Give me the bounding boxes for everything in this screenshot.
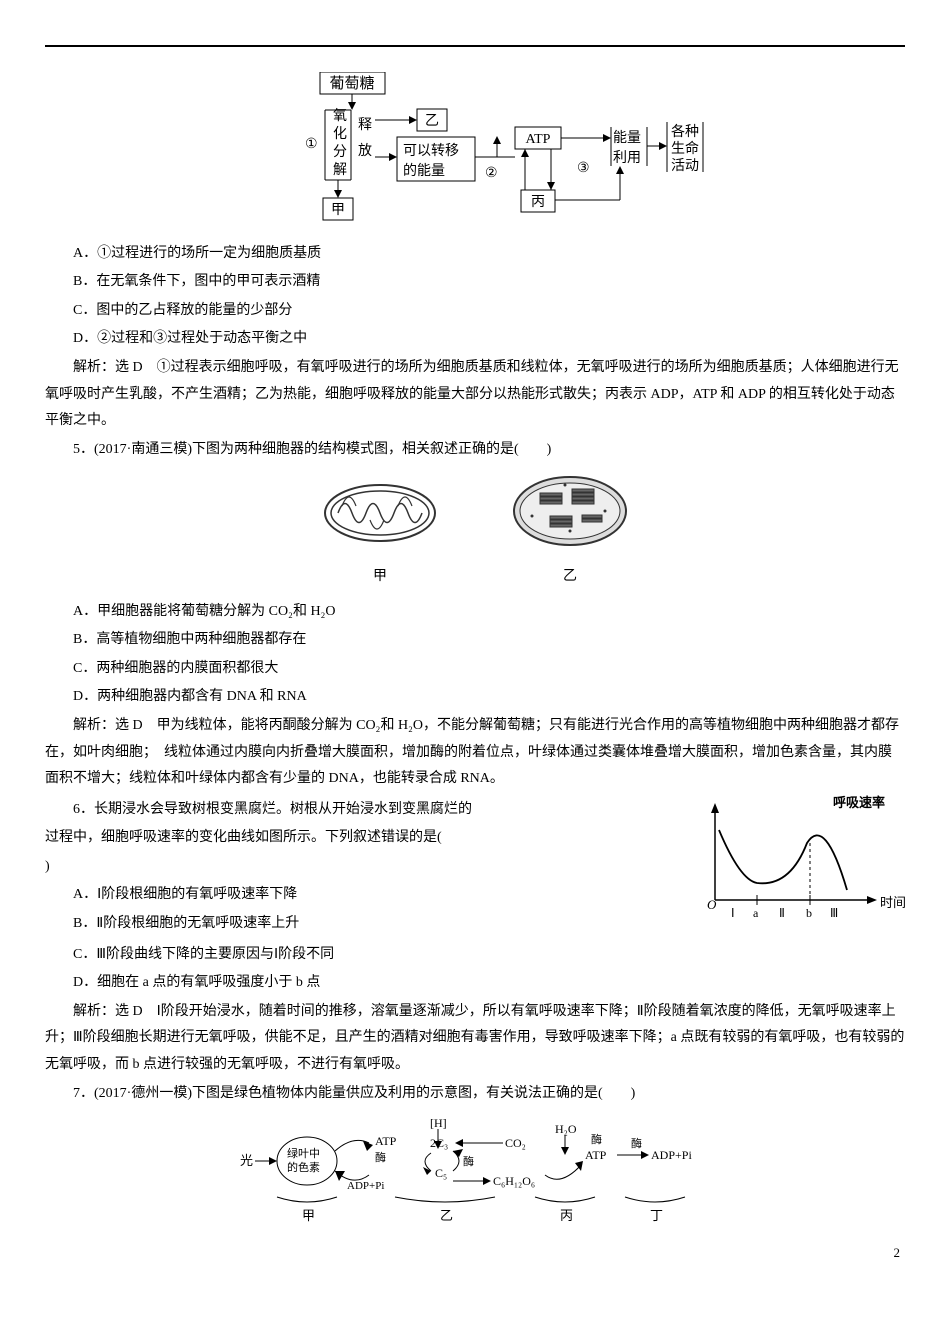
svg-text:酶: 酶: [591, 1133, 602, 1146]
q5-option-d: D．两种细胞器内都含有 DNA 和 RNA: [45, 684, 905, 711]
svg-text:C₅: C₅: [435, 1166, 447, 1180]
q6-stem-line3: ): [45, 854, 695, 881]
q6-stem-line2: 过程中，细胞呼吸速率的变化曲线如图所示。下列叙述错误的是(: [45, 825, 695, 852]
q6-option-a: A．Ⅰ阶段根细胞的有氧呼吸速率下降: [45, 882, 695, 909]
svg-text:a: a: [753, 906, 759, 920]
svg-text:葡萄糖: 葡萄糖: [329, 75, 374, 92]
q4-option-c: C．图中的乙占释放的能量的少部分: [45, 298, 905, 325]
svg-text:③: ③: [577, 161, 590, 176]
svg-text:b: b: [806, 906, 812, 920]
svg-text:甲: 甲: [302, 1208, 315, 1223]
svg-text:酶: 酶: [375, 1151, 386, 1164]
svg-text:CO₂: CO₂: [505, 1136, 526, 1150]
svg-text:丁: 丁: [650, 1208, 663, 1223]
svg-text:放: 放: [358, 143, 372, 159]
svg-text:2C₃: 2C₃: [430, 1136, 448, 1150]
q6-option-d: D．细胞在 a 点的有氧呼吸强度小于 b 点: [45, 970, 905, 997]
svg-text:ADP+Pi: ADP+Pi: [651, 1148, 692, 1162]
mitochondria-svg: [320, 476, 440, 551]
svg-text:Ⅱ: Ⅱ: [779, 906, 785, 920]
svg-text:乙: 乙: [425, 113, 439, 129]
q7-stem: 7．(2017·德州一模)下图是绿色植物体内能量供应及利用的示意图，有关说法正确…: [45, 1081, 905, 1108]
q6-stem-line1: 6．长期浸水会导致树根变黑腐烂。树根从开始浸水到变黑腐烂的: [45, 797, 695, 824]
svg-text:可以转移: 可以转移: [403, 143, 459, 159]
svg-text:生命: 生命: [671, 140, 699, 157]
q4-analysis: 解析：选 D ①过程表示细胞呼吸，有氧呼吸进行的场所为细胞质基质和线粒体，无氧呼…: [45, 355, 905, 435]
svg-text:H₂O: H₂O: [555, 1122, 577, 1136]
q5-analysis: 解析：选 D 甲为线粒体，能将丙酮酸分解为 CO₂和 H₂O，不能分解葡萄糖；只…: [45, 713, 905, 793]
q4-option-b: B．在无氧条件下，图中的甲可表示酒精: [45, 269, 905, 296]
svg-text:ATP: ATP: [375, 1134, 397, 1148]
svg-text:解: 解: [333, 162, 347, 178]
svg-text:酶: 酶: [631, 1137, 642, 1150]
svg-text:ATP: ATP: [585, 1148, 607, 1162]
svg-text:释: 释: [358, 117, 372, 133]
svg-text:光: 光: [240, 1153, 253, 1168]
q4-option-d: D．②过程和③过程处于动态平衡之中: [45, 326, 905, 353]
page-number: 2: [894, 1241, 901, 1266]
q7-diagram-svg: 光 绿叶中 的色素 ATP 酶 ADP+Pi [H] 2C₃ C₅: [235, 1115, 715, 1235]
svg-text:ATP: ATP: [526, 132, 551, 147]
svg-text:的色素: 的色素: [287, 1160, 320, 1174]
q6-analysis: 解析：选 D Ⅰ阶段开始浸水，随着时间的推移，溶氧量逐渐减少，所以有氧呼吸速率下…: [45, 999, 905, 1079]
q5-option-b: B．高等植物细胞中两种细胞器都存在: [45, 627, 905, 654]
svg-text:时间: 时间: [880, 895, 905, 910]
svg-text:的能量: 的能量: [403, 163, 445, 179]
svg-text:O: O: [707, 897, 717, 912]
svg-text:Ⅲ: Ⅲ: [830, 906, 838, 920]
figure-7: 光 绿叶中 的色素 ATP 酶 ADP+Pi [H] 2C₃ C₅: [45, 1115, 905, 1246]
svg-text:能量: 能量: [613, 130, 641, 146]
svg-text:酶: 酶: [463, 1155, 474, 1168]
svg-text:活动: 活动: [671, 158, 699, 174]
svg-text:各种: 各种: [671, 124, 699, 140]
flowchart-svg: 葡萄糖 氧 化 分 解 释 放 ① 甲: [225, 72, 725, 222]
svg-text:C₆H₁₂O₆: C₆H₁₂O₆: [493, 1174, 535, 1188]
q5-option-a: A．甲细胞器能将葡萄糖分解为 CO₂和 H₂O: [45, 599, 905, 626]
q6-block: 6．长期浸水会导致树根变黑腐烂。树根从开始浸水到变黑腐烂的 过程中，细胞呼吸速率…: [45, 795, 905, 940]
svg-text:②: ②: [485, 166, 498, 181]
svg-text:Ⅰ: Ⅰ: [731, 906, 735, 920]
svg-text:丙: 丙: [531, 195, 545, 210]
chloroplast-svg: [510, 471, 630, 551]
q6-graph-svg: 呼吸速率 O a b Ⅰ Ⅱ Ⅲ 时间: [695, 795, 905, 925]
svg-text:呼吸速率: 呼吸速率: [833, 795, 885, 810]
q6-option-b: B．Ⅱ阶段根细胞的无氧呼吸速率上升: [45, 911, 695, 938]
q4-option-a: A．①过程进行的场所一定为细胞质基质: [45, 241, 905, 268]
figure-5: 甲 乙: [45, 471, 905, 590]
svg-text:乙: 乙: [440, 1208, 453, 1223]
figure-1: 葡萄糖 氧 化 分 解 释 放 ① 甲: [45, 72, 905, 233]
svg-text:①: ①: [305, 137, 318, 152]
q5-stem: 5．(2017·南通三模)下图为两种细胞器的结构模式图，相关叙述正确的是( ): [45, 437, 905, 464]
q5-option-c: C．两种细胞器的内膜面积都很大: [45, 656, 905, 683]
top-rule: [45, 45, 905, 47]
svg-text:丙: 丙: [560, 1208, 573, 1223]
svg-text:化: 化: [333, 126, 347, 142]
q6-option-c: C．Ⅲ阶段曲线下降的主要原因与Ⅰ阶段不同: [45, 942, 905, 969]
svg-text:[H]: [H]: [430, 1116, 447, 1130]
svg-text:绿叶中: 绿叶中: [287, 1146, 320, 1160]
svg-text:利用: 利用: [613, 150, 641, 166]
svg-text:分: 分: [333, 144, 347, 160]
svg-text:甲: 甲: [331, 203, 345, 218]
svg-text:ADP+Pi: ADP+Pi: [347, 1180, 384, 1192]
